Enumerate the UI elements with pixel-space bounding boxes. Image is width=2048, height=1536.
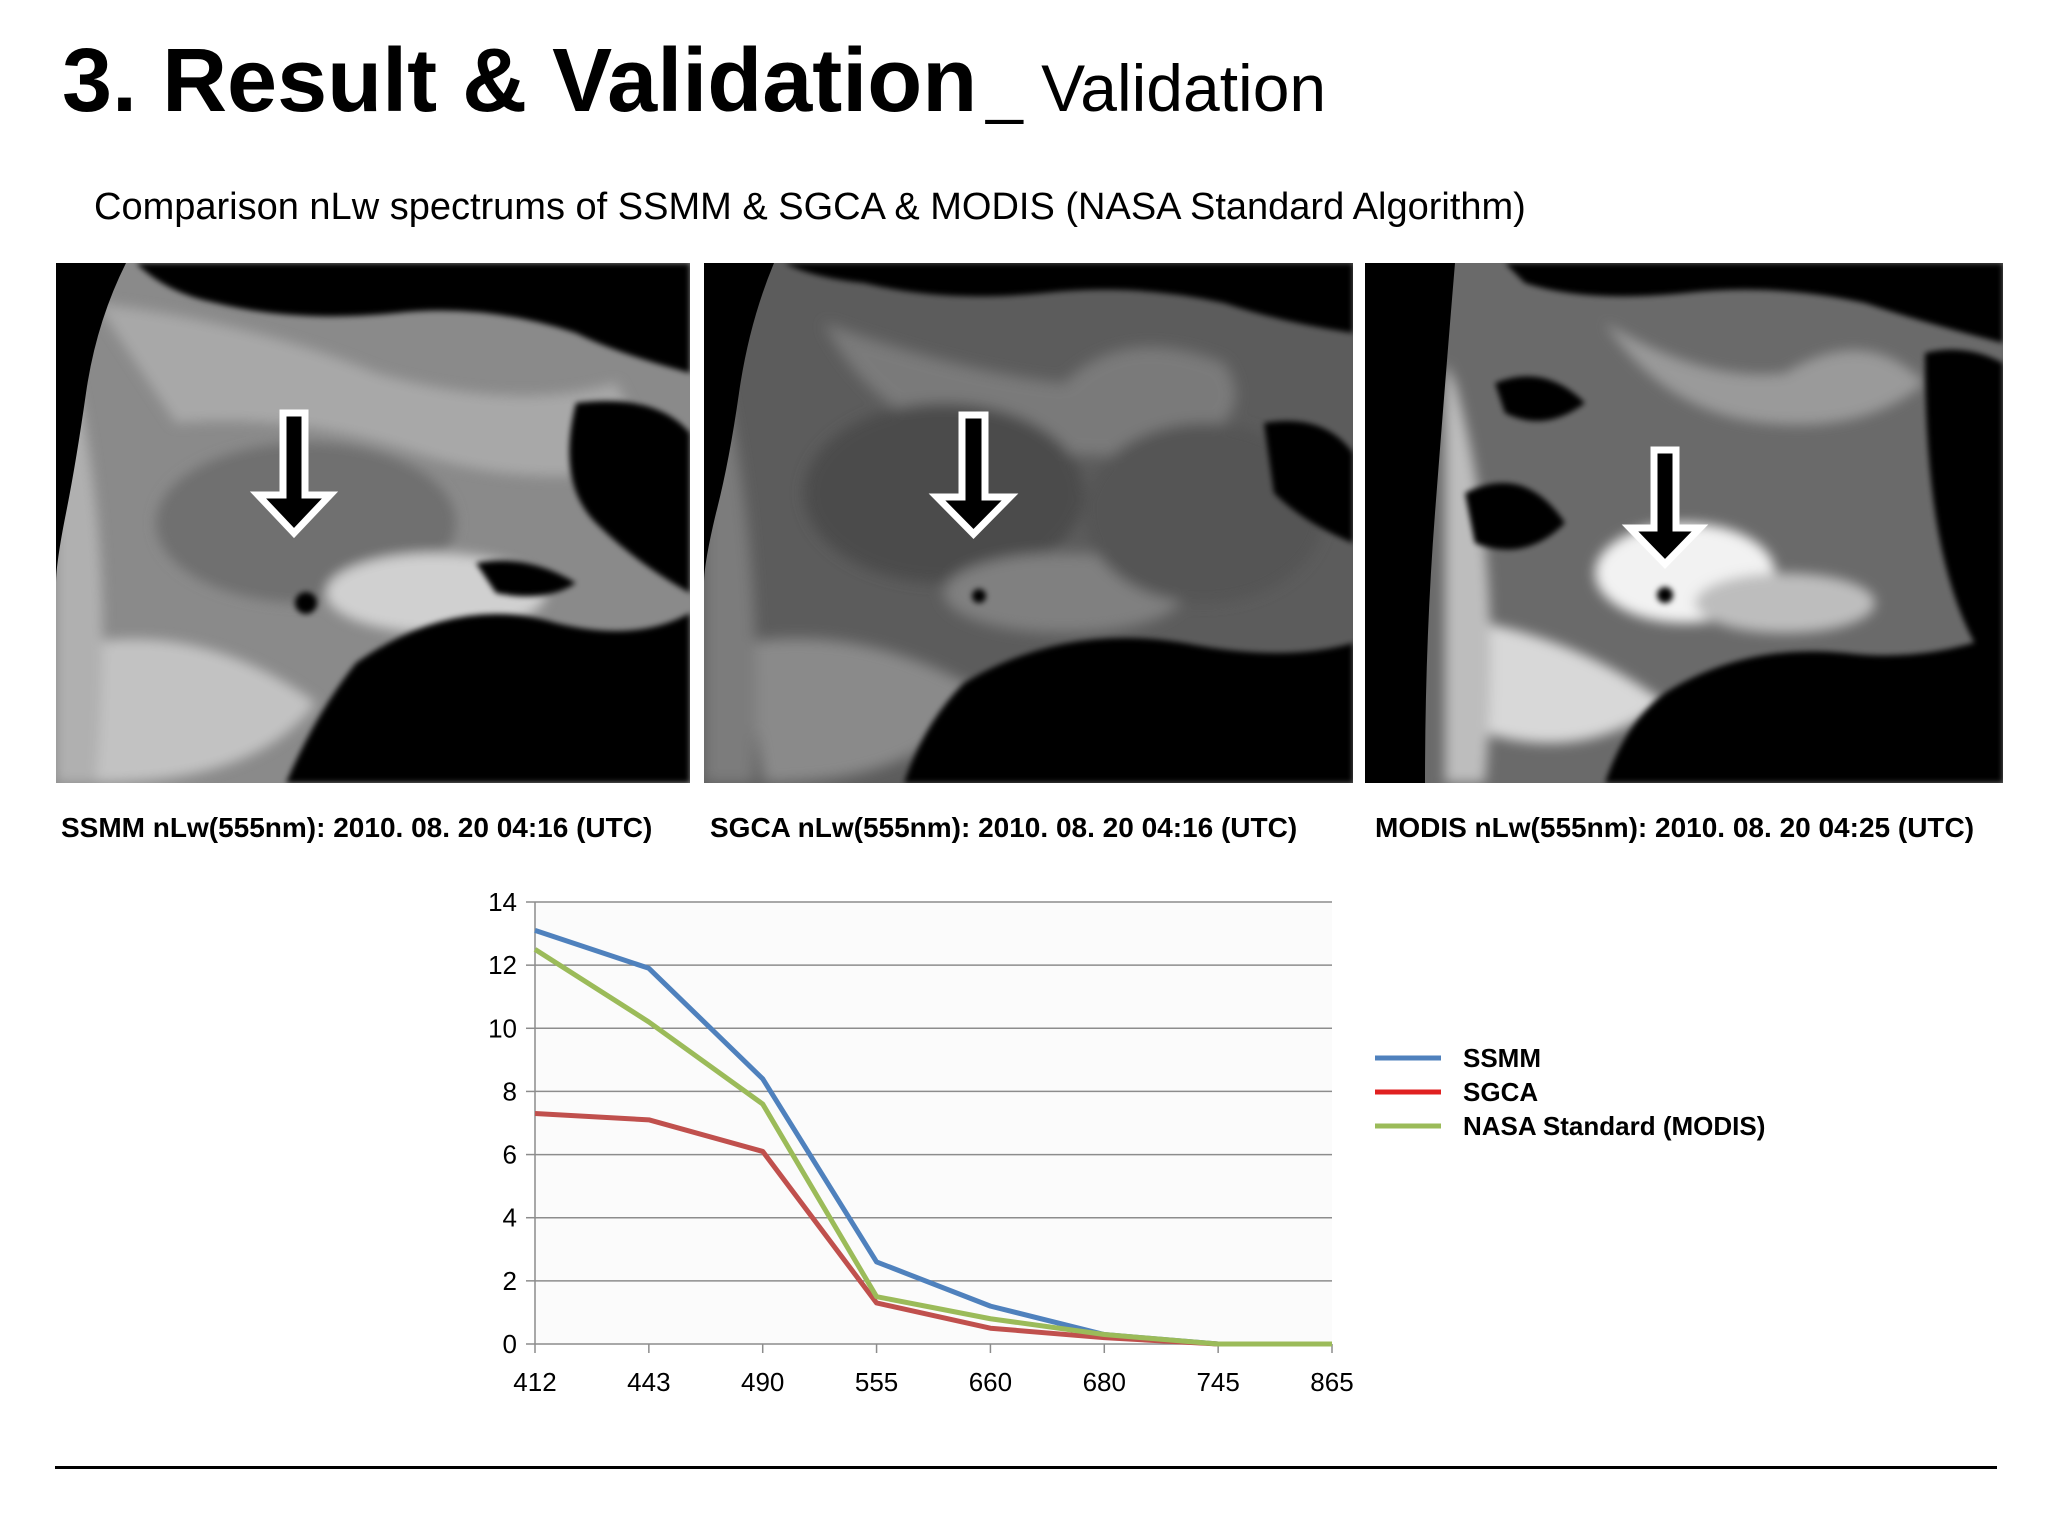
sgca-image-panel bbox=[704, 263, 1353, 783]
x-tick-label: 865 bbox=[1310, 1367, 1353, 1397]
y-tick-label: 2 bbox=[503, 1266, 517, 1296]
sgca-caption: SGCA nLw(555nm): 2010. 08. 20 04:16 (UTC… bbox=[710, 812, 1298, 843]
x-tick-label: 490 bbox=[741, 1367, 784, 1397]
down-arrow-icon bbox=[249, 409, 339, 539]
y-tick-label: 0 bbox=[503, 1329, 517, 1359]
bottom-rule bbox=[55, 1466, 1997, 1469]
y-tick-label: 10 bbox=[488, 1013, 517, 1043]
x-tick-label: 660 bbox=[969, 1367, 1012, 1397]
x-tick-label: 745 bbox=[1196, 1367, 1239, 1397]
y-tick-label: 14 bbox=[488, 887, 517, 917]
y-tick-label: 6 bbox=[503, 1140, 517, 1170]
legend-label-ssmm: SSMM bbox=[1463, 1043, 1541, 1073]
ssmm-caption: SSMM nLw(555nm): 2010. 08. 20 04:16 (UTC… bbox=[61, 812, 653, 843]
down-arrow-icon bbox=[928, 411, 1019, 539]
slide-subtitle: Comparison nLw spectrums of SSMM & SGCA … bbox=[94, 186, 1526, 228]
slide-title-sub: _ Validation bbox=[986, 51, 1327, 125]
x-tick-label: 412 bbox=[513, 1367, 556, 1397]
legend-label-sgca: SGCA bbox=[1463, 1077, 1538, 1107]
slide-title-main: 3. Result & Validation bbox=[62, 31, 978, 131]
series-line-nasa-standard-modis bbox=[533, 947, 1332, 1347]
x-tick-label: 555 bbox=[855, 1367, 898, 1397]
x-tick-label: 680 bbox=[1083, 1367, 1126, 1397]
slide-title: 3. Result & Validation _ Validation bbox=[62, 36, 1326, 126]
legend-label-nasa-standard-modis: NASA Standard (MODIS) bbox=[1463, 1111, 1765, 1141]
y-tick-label: 4 bbox=[503, 1203, 517, 1233]
ssmm-image-panel bbox=[56, 263, 690, 783]
y-tick-label: 8 bbox=[503, 1076, 517, 1106]
x-tick-label: 443 bbox=[627, 1367, 670, 1397]
down-arrow-icon bbox=[1621, 446, 1709, 570]
y-tick-label: 12 bbox=[488, 950, 517, 980]
modis-caption: MODIS nLw(555nm): 2010. 08. 20 04:25 (UT… bbox=[1375, 812, 1975, 843]
nlw-spectrum-chart: 0 2 4 6 8 10 12 14 412 443 490 555 660 680 745 865 SSMM S… bbox=[430, 870, 1850, 1430]
chart-svg: 0 2 4 6 8 10 12 14 412 443 490 555 660 680 745 865 SSMM S… bbox=[488, 887, 1765, 1397]
modis-image-panel bbox=[1365, 263, 2003, 783]
